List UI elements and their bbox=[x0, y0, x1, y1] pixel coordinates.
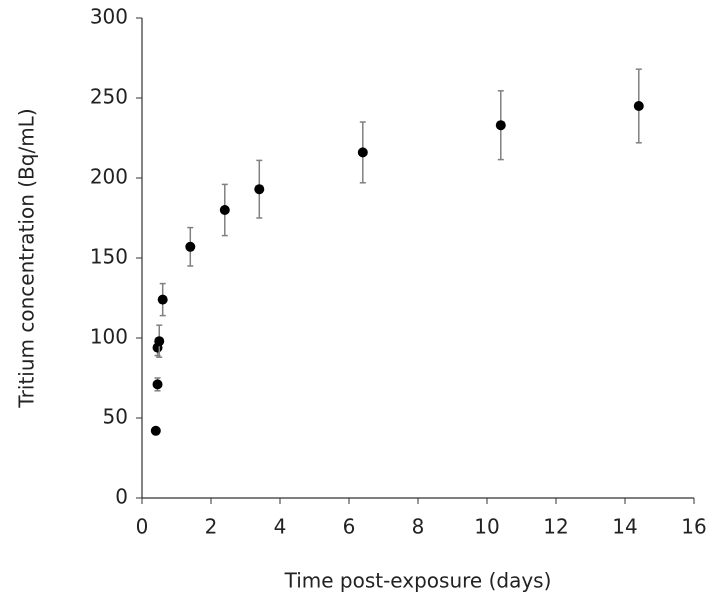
point bbox=[633, 101, 644, 111]
point bbox=[152, 379, 163, 390]
x-tick-label: 0 bbox=[136, 515, 149, 539]
y-tick-label: 150 bbox=[90, 245, 128, 269]
y-tick-label: 100 bbox=[90, 325, 128, 349]
x-tick-label: 12 bbox=[543, 515, 568, 539]
y-tick-label: 0 bbox=[115, 485, 128, 509]
x-tick-label: 4 bbox=[274, 515, 287, 539]
x-tick-label: 10 bbox=[474, 515, 499, 539]
y-tick-label: 300 bbox=[90, 5, 128, 29]
point bbox=[150, 425, 161, 436]
point bbox=[254, 184, 265, 195]
y-axis-title: Tritium concentration (Bq/mL) bbox=[15, 108, 39, 408]
point bbox=[154, 336, 165, 347]
x-tick-label: 2 bbox=[205, 515, 218, 539]
x-axis-title: Time post-exposure (days) bbox=[284, 569, 552, 593]
y-tick-label: 250 bbox=[90, 85, 128, 109]
x-tick-label: 14 bbox=[612, 515, 637, 539]
point bbox=[495, 120, 506, 131]
x-tick-label: 16 bbox=[681, 515, 706, 539]
x-tick-label: 6 bbox=[343, 515, 356, 539]
point bbox=[185, 241, 196, 252]
y-tick-label: 200 bbox=[90, 165, 128, 189]
y-tick-label: 50 bbox=[103, 405, 128, 429]
point bbox=[219, 205, 230, 215]
x-tick-label: 8 bbox=[412, 515, 425, 539]
point bbox=[357, 147, 368, 158]
point bbox=[157, 294, 168, 305]
